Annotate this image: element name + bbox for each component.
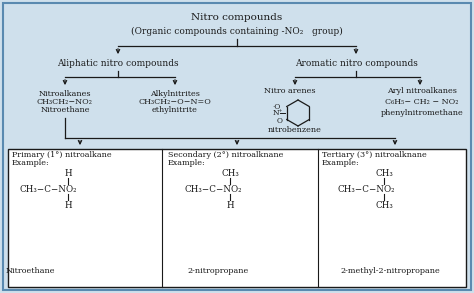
Text: 2-nitropropane: 2-nitropropane — [187, 267, 249, 275]
Text: Example:: Example: — [12, 159, 50, 167]
Text: H: H — [64, 200, 72, 209]
Text: CH₃: CH₃ — [375, 168, 393, 178]
Text: ·O: ·O — [272, 103, 280, 111]
Text: Example:: Example: — [322, 159, 360, 167]
Text: Aromatic nitro compounds: Aromatic nitro compounds — [294, 59, 418, 67]
Text: CH₃−C−NO₂: CH₃−C−NO₂ — [338, 185, 395, 193]
Text: CH₃−C−NO₂: CH₃−C−NO₂ — [20, 185, 78, 193]
Text: CH₃CH₂−NO₂: CH₃CH₂−NO₂ — [37, 98, 93, 106]
Text: Primary (1°) nitroalkane: Primary (1°) nitroalkane — [12, 151, 111, 159]
Text: CH₃: CH₃ — [221, 168, 239, 178]
Text: Example:: Example: — [168, 159, 206, 167]
Text: Nitro arenes: Nitro arenes — [264, 87, 316, 95]
Text: nitrobenzene: nitrobenzene — [268, 126, 322, 134]
Text: Nitroethane: Nitroethane — [5, 267, 55, 275]
Text: Nitroalkanes: Nitroalkanes — [39, 90, 91, 98]
Text: CH₃−C−NO₂: CH₃−C−NO₂ — [185, 185, 243, 193]
Text: N⁺: N⁺ — [273, 109, 283, 117]
Bar — [8, 149, 466, 287]
Text: Nitroethane: Nitroethane — [40, 106, 90, 114]
Text: H: H — [64, 168, 72, 178]
Text: 2-methyl-2-nitropropane: 2-methyl-2-nitropropane — [340, 267, 440, 275]
Text: phenylnitromethane: phenylnitromethane — [381, 109, 464, 117]
Text: O: O — [277, 117, 283, 125]
Text: Nitro compounds: Nitro compounds — [191, 13, 283, 23]
Text: CH₃CH₂−O−N=O: CH₃CH₂−O−N=O — [138, 98, 211, 106]
Text: Aliphatic nitro compounds: Aliphatic nitro compounds — [57, 59, 179, 67]
Text: C₆H₅− CH₂ − NO₂: C₆H₅− CH₂ − NO₂ — [385, 98, 459, 106]
Text: CH₃: CH₃ — [375, 200, 393, 209]
Text: Secondary (2°) nitroalknane: Secondary (2°) nitroalknane — [168, 151, 283, 159]
Text: ethylnitrite: ethylnitrite — [152, 106, 198, 114]
Text: H: H — [226, 200, 234, 209]
Text: Alkylnitrites: Alkylnitrites — [150, 90, 200, 98]
Text: Aryl nitroalkanes: Aryl nitroalkanes — [387, 87, 457, 95]
Text: Tertiary (3°) nitroalknane: Tertiary (3°) nitroalknane — [322, 151, 427, 159]
Text: (Organic compounds containing -NO₂   group): (Organic compounds containing -NO₂ group… — [131, 26, 343, 35]
